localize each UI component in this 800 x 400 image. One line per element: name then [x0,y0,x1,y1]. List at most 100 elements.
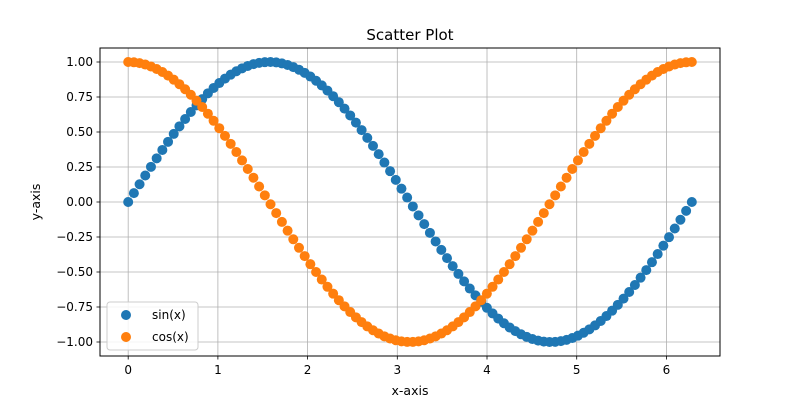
y-tick-label: 0.00 [66,195,93,209]
data-point [219,130,230,141]
data-point [379,157,390,168]
data-point [151,153,162,164]
data-point [652,249,663,260]
data-point [174,121,185,132]
data-point [510,251,521,262]
data-point [339,103,350,114]
data-point [362,132,373,143]
data-point [453,268,464,279]
data-point [157,144,168,155]
data-point [288,234,299,245]
y-tick-label: −1.00 [56,335,93,349]
data-point [669,223,680,234]
data-point [128,188,139,199]
legend-marker-cos [121,332,131,342]
data-point [407,201,418,212]
data-point [305,259,316,270]
data-point [163,136,174,147]
data-point [498,267,509,277]
x-tick-label: 3 [393,363,401,377]
data-point [265,199,276,210]
data-point [578,147,589,158]
data-point [180,113,191,124]
data-point [629,280,640,291]
data-point [527,225,538,236]
data-point [248,172,259,183]
data-point [658,240,669,251]
y-axis-label: y-axis [28,184,43,221]
data-point [356,125,367,136]
data-point [293,242,304,253]
data-point [419,219,430,230]
data-point [396,183,407,194]
y-tick-label: 0.75 [66,90,93,104]
data-point [635,272,646,283]
data-point [254,181,265,192]
data-point [646,257,657,268]
data-point [225,138,236,149]
data-point [237,155,248,166]
data-point [601,115,612,126]
x-tick-label: 0 [124,363,132,377]
data-point [202,108,213,119]
data-point [459,276,470,287]
data-point [345,110,356,121]
y-tick-label: 0.50 [66,125,93,139]
legend: sin(x) cos(x) [106,301,199,351]
data-point [555,181,566,192]
data-point [328,288,339,299]
data-point [675,214,686,225]
data-point [442,253,453,264]
data-point [271,208,282,219]
data-point [464,283,475,294]
y-tick-label: −0.50 [56,265,93,279]
data-point [572,155,583,166]
x-tick-label: 2 [304,363,312,377]
data-point [333,97,344,108]
series-1 [123,57,697,347]
data-point [322,281,333,292]
data-point [276,216,287,227]
data-point [430,236,441,247]
x-tick-label: 6 [663,363,671,377]
data-point [584,138,595,149]
data-point [197,102,208,113]
data-point [436,244,447,255]
data-point [413,210,424,221]
data-point [493,274,504,285]
data-point [504,259,515,270]
data-point [641,265,652,276]
data-point [299,251,310,262]
x-axis-label: x-axis [392,383,429,398]
x-tick-label: 4 [483,363,491,377]
data-point [624,286,635,297]
data-point [231,147,242,158]
legend-marker-sin [121,310,131,320]
data-point [516,242,527,253]
legend-label-sin: sin(x) [152,308,186,322]
axis-ticks: 0 1 2 3 4 5 6 −1.00 −0.75 −0.50 −0.25 0.00 0.25 0.50 0… [56,55,670,377]
data-point [145,161,156,172]
data-point [242,163,253,174]
data-point [368,140,379,151]
chart-title: Scatter Plot [366,26,453,44]
data-point [259,190,270,201]
data-point [538,208,549,219]
data-point [664,232,675,243]
data-point [185,107,196,118]
data-point [123,197,134,207]
data-point [385,166,396,177]
data-point [686,57,697,67]
data-point [561,172,572,183]
data-point [402,192,413,203]
data-point [311,267,322,277]
y-tick-label: −0.25 [56,230,93,244]
data-point [424,227,435,238]
data-point [447,261,458,272]
data-point [595,123,606,134]
data-point [607,108,618,119]
data-point [533,216,544,227]
x-tick-label: 1 [214,363,222,377]
data-point [544,199,555,210]
